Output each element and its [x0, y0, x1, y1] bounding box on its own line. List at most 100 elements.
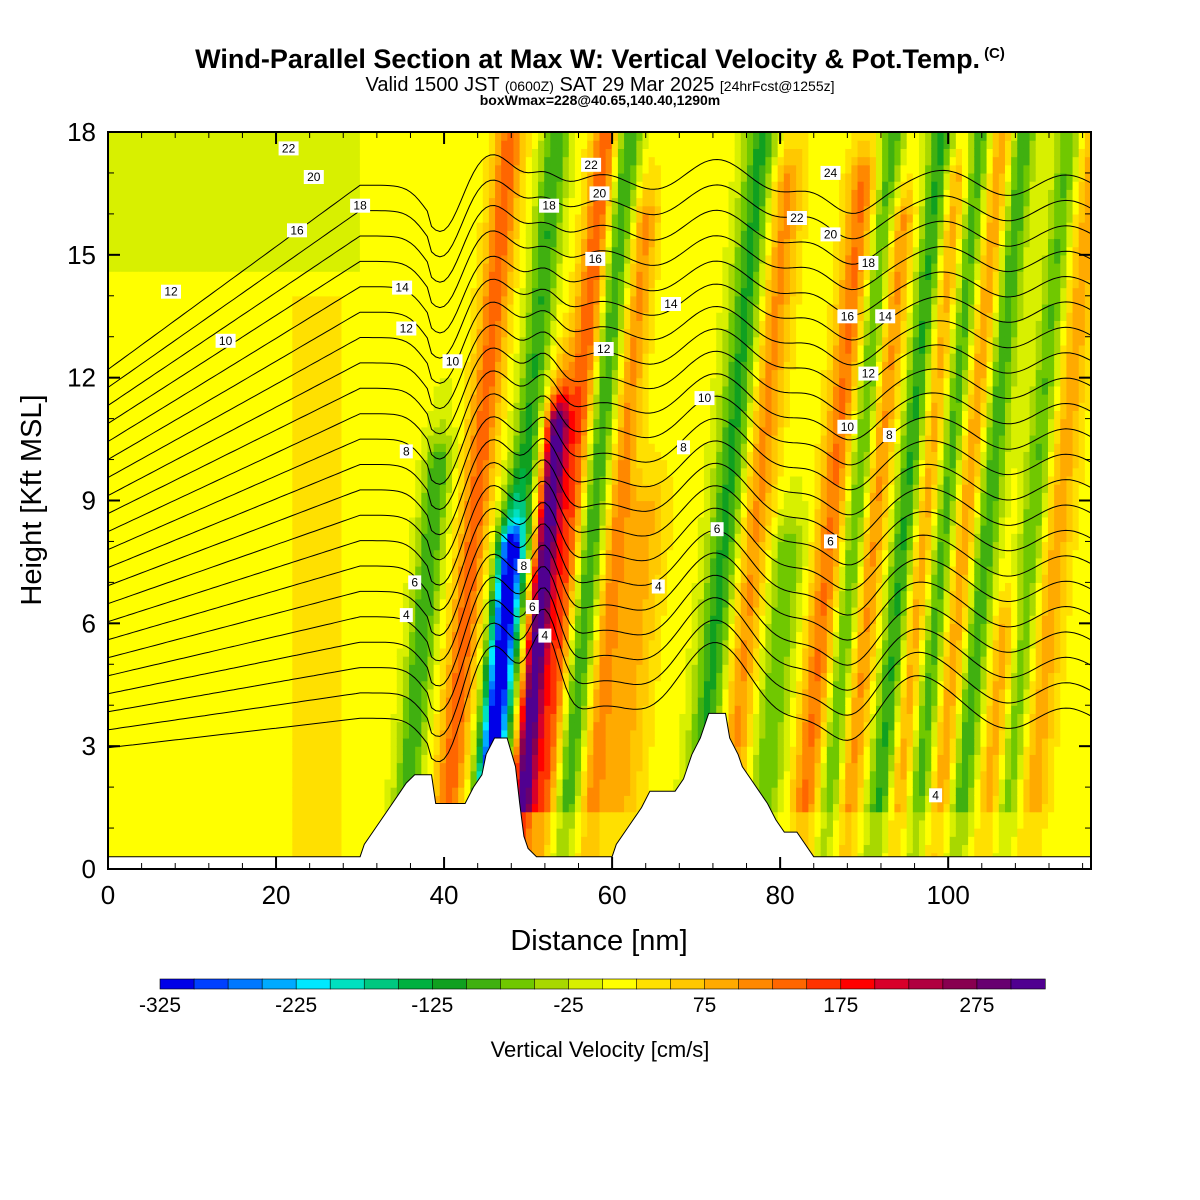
field-cell	[114, 402, 121, 412]
field-cell	[230, 811, 238, 821]
field-cell	[409, 557, 416, 567]
field-cell	[378, 295, 386, 305]
field-cell	[114, 418, 121, 428]
field-cell	[187, 574, 195, 583]
field-cell	[120, 312, 128, 321]
field-cell	[329, 795, 336, 805]
field-cell	[378, 254, 386, 264]
field-cell	[126, 328, 134, 338]
field-cell	[280, 426, 287, 436]
field-cell	[329, 549, 336, 559]
field-cell	[169, 697, 177, 706]
field-cell	[175, 590, 183, 600]
field-cell	[402, 434, 410, 444]
field-cell	[212, 172, 220, 182]
field-cell	[280, 836, 287, 846]
field-cell	[353, 344, 361, 354]
field-cell	[402, 762, 410, 772]
field-cell	[390, 189, 398, 199]
field-cell	[341, 344, 349, 354]
field-cell	[267, 312, 275, 321]
field-cell	[433, 336, 441, 346]
field-cell	[366, 475, 373, 485]
field-cell	[329, 287, 336, 297]
field-cell	[249, 787, 257, 796]
field-cell	[218, 140, 226, 149]
field-cell	[396, 713, 404, 723]
field-cell	[194, 484, 201, 493]
field-cell	[347, 238, 355, 248]
field-cell	[108, 484, 115, 493]
field-cell	[181, 631, 189, 641]
field-cell	[384, 271, 392, 280]
field-cell	[409, 312, 416, 321]
field-cell	[138, 394, 146, 403]
field-cell	[267, 181, 275, 190]
field-cell	[292, 475, 300, 485]
field-cell	[347, 443, 355, 452]
field-cell	[310, 590, 318, 600]
field-cell	[286, 189, 293, 199]
field-cell	[151, 295, 158, 305]
field-cell	[157, 688, 164, 698]
field-cell	[372, 402, 379, 412]
field-cell	[384, 353, 392, 362]
field-cell	[347, 598, 355, 608]
field-cell	[359, 148, 367, 158]
field-cell	[292, 639, 300, 649]
field-cell	[304, 132, 312, 141]
field-cell	[120, 615, 128, 624]
field-cell	[255, 598, 263, 608]
field-cell	[335, 353, 343, 362]
field-cell	[132, 271, 140, 280]
field-cell	[409, 664, 416, 674]
field-cell	[323, 443, 330, 452]
field-cell	[261, 819, 269, 829]
field-cell	[310, 369, 318, 379]
field-cell	[187, 164, 195, 174]
field-cell	[353, 557, 361, 567]
field-cell	[237, 140, 244, 149]
field-cell	[157, 303, 164, 313]
field-cell	[347, 606, 355, 616]
field-cell	[359, 582, 367, 592]
field-cell	[230, 246, 238, 256]
field-cell	[335, 672, 343, 682]
field-cell	[421, 377, 429, 387]
field-cell	[224, 803, 232, 813]
field-cell	[372, 500, 379, 510]
field-cell	[206, 811, 214, 821]
field-cell	[120, 762, 128, 772]
field-cell	[163, 762, 171, 772]
chart-title: Wind-Parallel Section at Max W: Vertical…	[0, 44, 1200, 75]
field-cell	[378, 369, 386, 379]
field-cell	[384, 140, 392, 149]
field-cell	[335, 508, 343, 518]
field-cell	[353, 746, 361, 755]
field-cell	[384, 737, 392, 747]
field-cell	[421, 656, 429, 665]
field-cell	[187, 377, 195, 387]
field-cell	[433, 369, 441, 379]
field-cell	[151, 197, 158, 207]
field-cell	[108, 369, 115, 379]
field-cell	[359, 377, 367, 387]
field-cell	[396, 688, 404, 698]
field-cell	[267, 271, 275, 280]
field-cell	[138, 606, 146, 616]
field-cell	[396, 516, 404, 526]
field-cell	[194, 770, 201, 780]
field-cell	[194, 516, 201, 526]
field-cell	[181, 320, 189, 330]
field-cell	[280, 533, 287, 543]
field-cell	[218, 713, 226, 723]
field-cell	[249, 222, 257, 231]
field-cell	[372, 279, 379, 289]
field-cell	[286, 664, 293, 674]
field-cell	[304, 778, 312, 788]
field-cell	[402, 688, 410, 698]
field-cell	[292, 303, 300, 313]
field-cell	[132, 222, 140, 231]
field-cell	[230, 541, 238, 551]
field-cell	[218, 844, 226, 854]
